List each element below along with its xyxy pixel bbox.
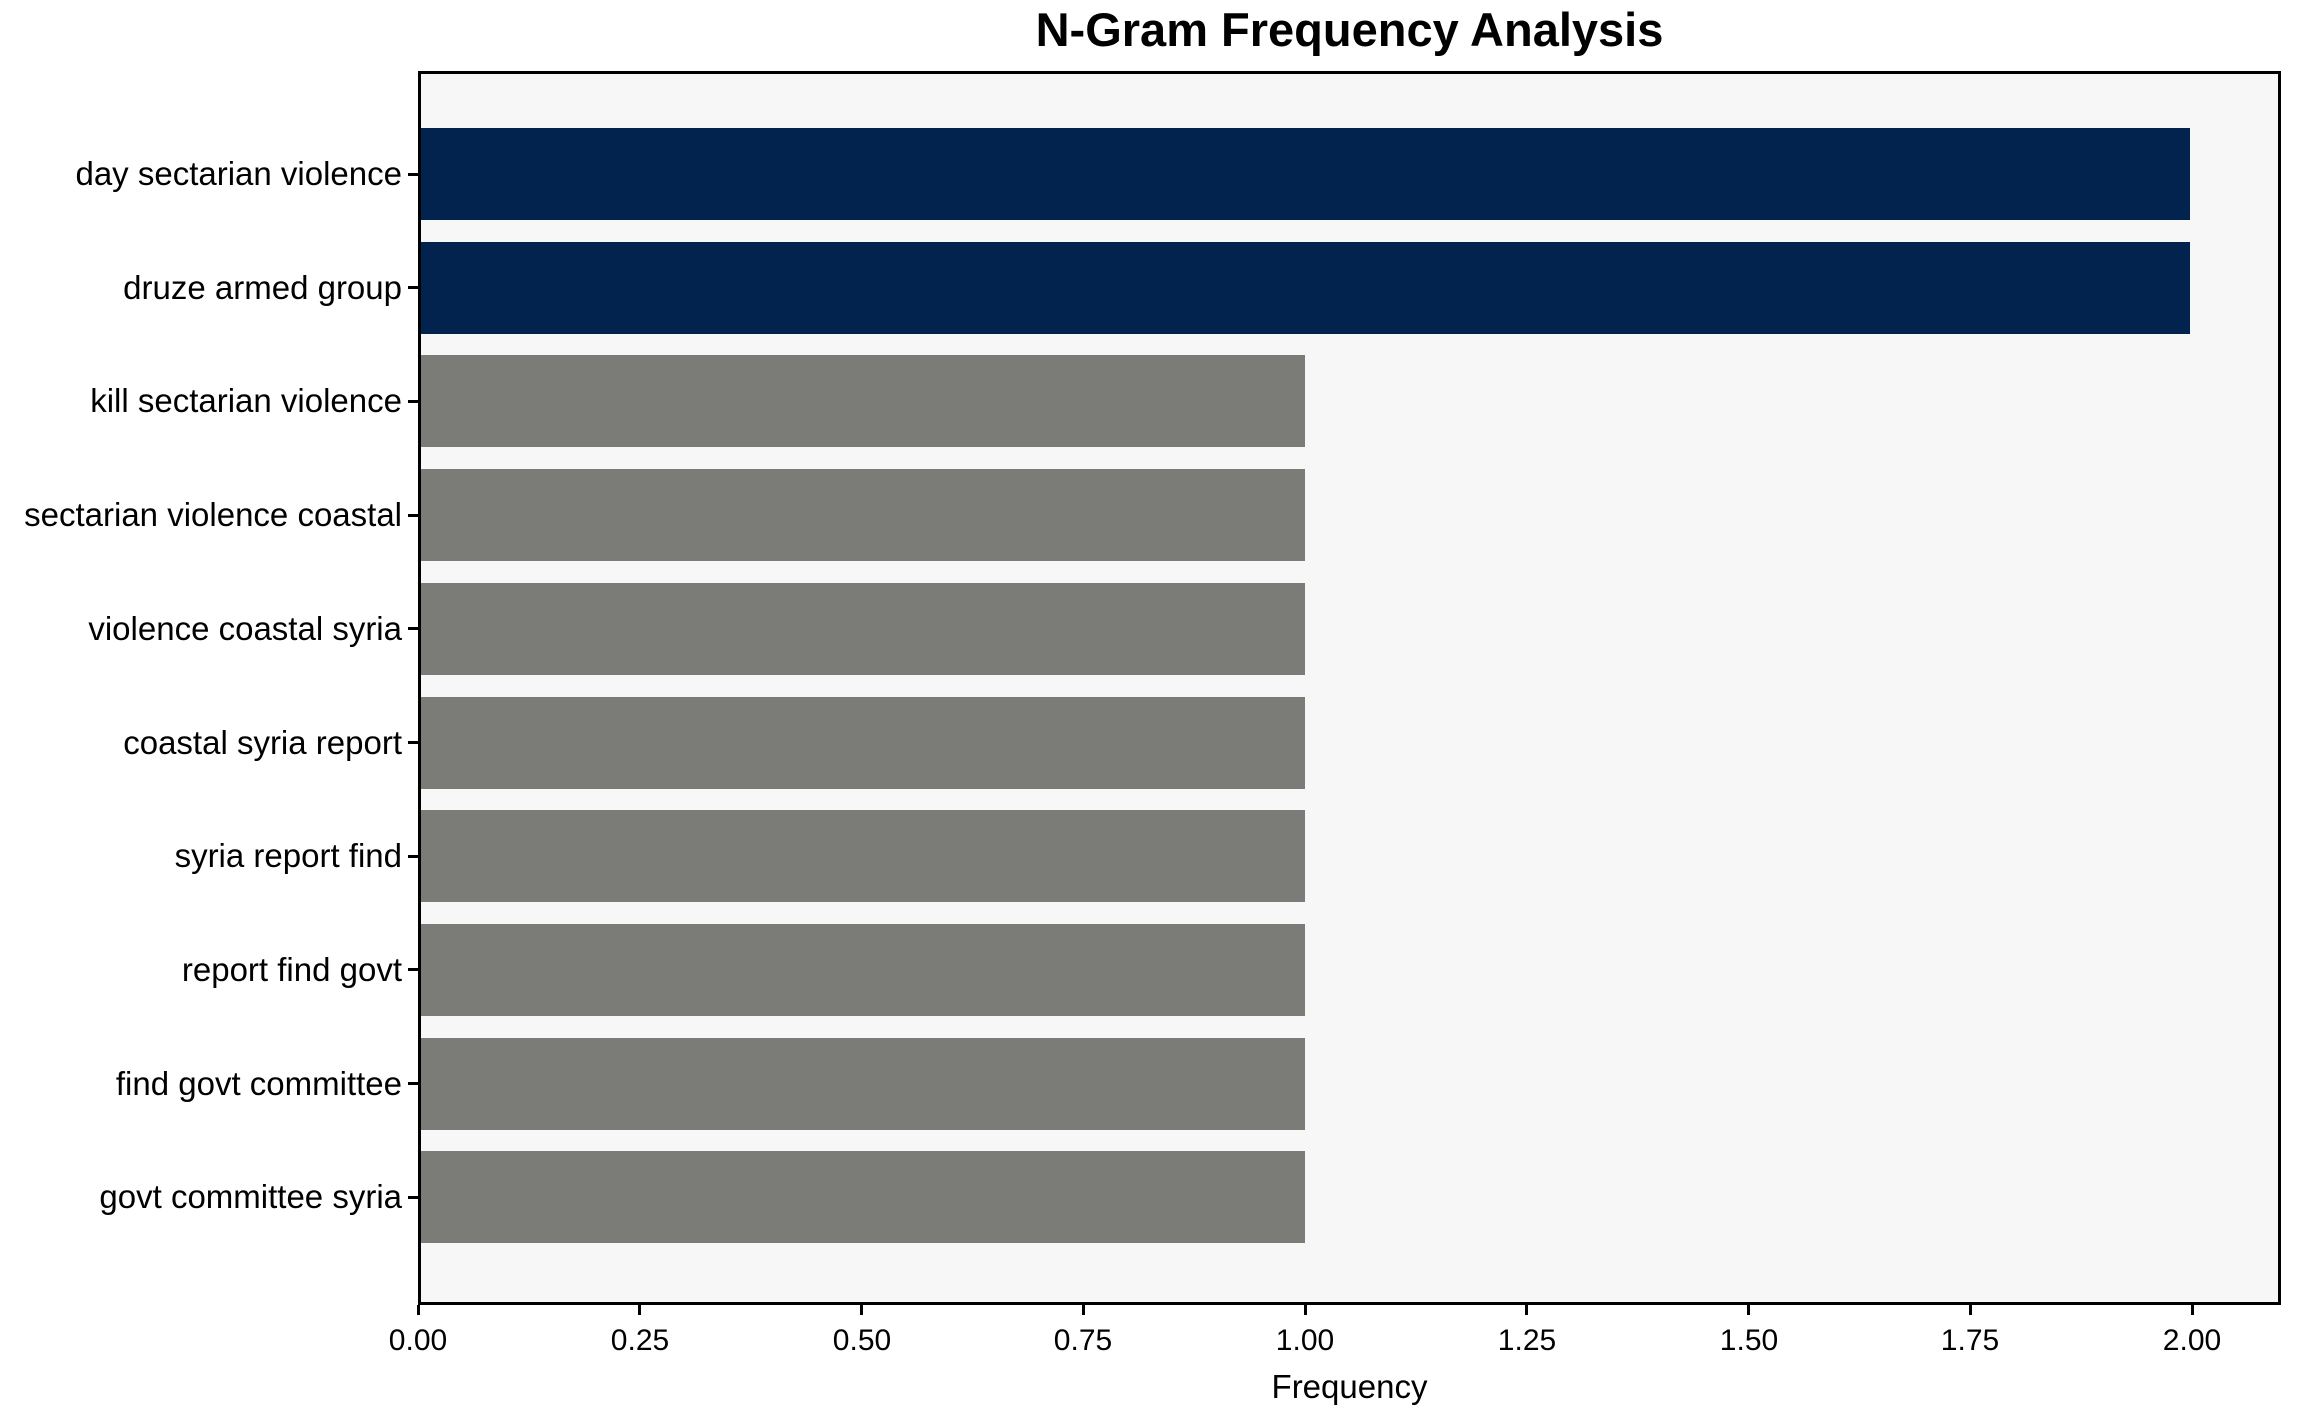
bar-sectarian-violence-coastal (421, 469, 1305, 561)
x-tick-mark (1525, 1305, 1528, 1315)
y-tick-label-violence-coastal-syria: violence coastal syria (88, 610, 402, 647)
x-tick-mark (1747, 1305, 1750, 1315)
y-tick-mark (408, 741, 418, 744)
x-tick-mark (417, 1305, 420, 1315)
x-tick-mark (638, 1305, 641, 1315)
y-tick-label-syria-report-find: syria report find (174, 837, 402, 874)
x-tick-mark (1304, 1305, 1307, 1315)
y-tick-mark (408, 1196, 418, 1199)
x-tick-label-1.50: 1.50 (1719, 1324, 1779, 1357)
y-tick-mark (408, 627, 418, 630)
bar-druze-armed-group (421, 242, 2190, 334)
plot-area (418, 71, 2281, 1305)
x-tick-mark (2191, 1305, 2194, 1315)
x-tick-label-0.75: 0.75 (1053, 1324, 1113, 1357)
y-tick-label-day-sectarian-violence: day sectarian violence (75, 155, 402, 192)
y-tick-label-sectarian-violence-coastal: sectarian violence coastal (24, 496, 402, 533)
x-tick-label-0.00: 0.00 (388, 1324, 448, 1357)
x-tick-mark (1082, 1305, 1085, 1315)
bar-coastal-syria-report (421, 697, 1305, 789)
y-tick-label-kill-sectarian-violence: kill sectarian violence (90, 382, 402, 419)
chart-title: N-Gram Frequency Analysis (1035, 3, 1664, 56)
x-tick-label-0.50: 0.50 (832, 1324, 892, 1357)
y-tick-label-druze-armed-group: druze armed group (123, 269, 402, 306)
y-tick-mark (408, 855, 418, 858)
y-tick-label-govt-committee-syria: govt committee syria (99, 1178, 402, 1215)
bar-find-govt-committee (421, 1038, 1305, 1130)
x-tick-label-2.00: 2.00 (2162, 1324, 2222, 1357)
y-tick-mark (408, 400, 418, 403)
x-tick-label-0.25: 0.25 (610, 1324, 670, 1357)
bar-kill-sectarian-violence (421, 355, 1305, 447)
y-tick-mark (408, 1082, 418, 1085)
x-tick-mark (1969, 1305, 1972, 1315)
bar-violence-coastal-syria (421, 583, 1305, 675)
x-axis-label: Frequency (1271, 1368, 1428, 1405)
bar-day-sectarian-violence (421, 128, 2190, 220)
y-tick-mark (408, 968, 418, 971)
x-tick-label-1.25: 1.25 (1497, 1324, 1557, 1357)
bar-report-find-govt (421, 924, 1305, 1016)
y-tick-mark (408, 514, 418, 517)
y-tick-mark (408, 173, 418, 176)
y-tick-label-coastal-syria-report: coastal syria report (123, 724, 402, 761)
bar-govt-committee-syria (421, 1151, 1305, 1243)
x-tick-label-1.00: 1.00 (1275, 1324, 1335, 1357)
x-tick-mark (860, 1305, 863, 1315)
y-tick-label-find-govt-committee: find govt committee (115, 1065, 402, 1102)
y-tick-label-report-find-govt: report find govt (181, 951, 402, 988)
bar-syria-report-find (421, 810, 1305, 902)
y-tick-mark (408, 286, 418, 289)
x-tick-label-1.75: 1.75 (1940, 1324, 2000, 1357)
